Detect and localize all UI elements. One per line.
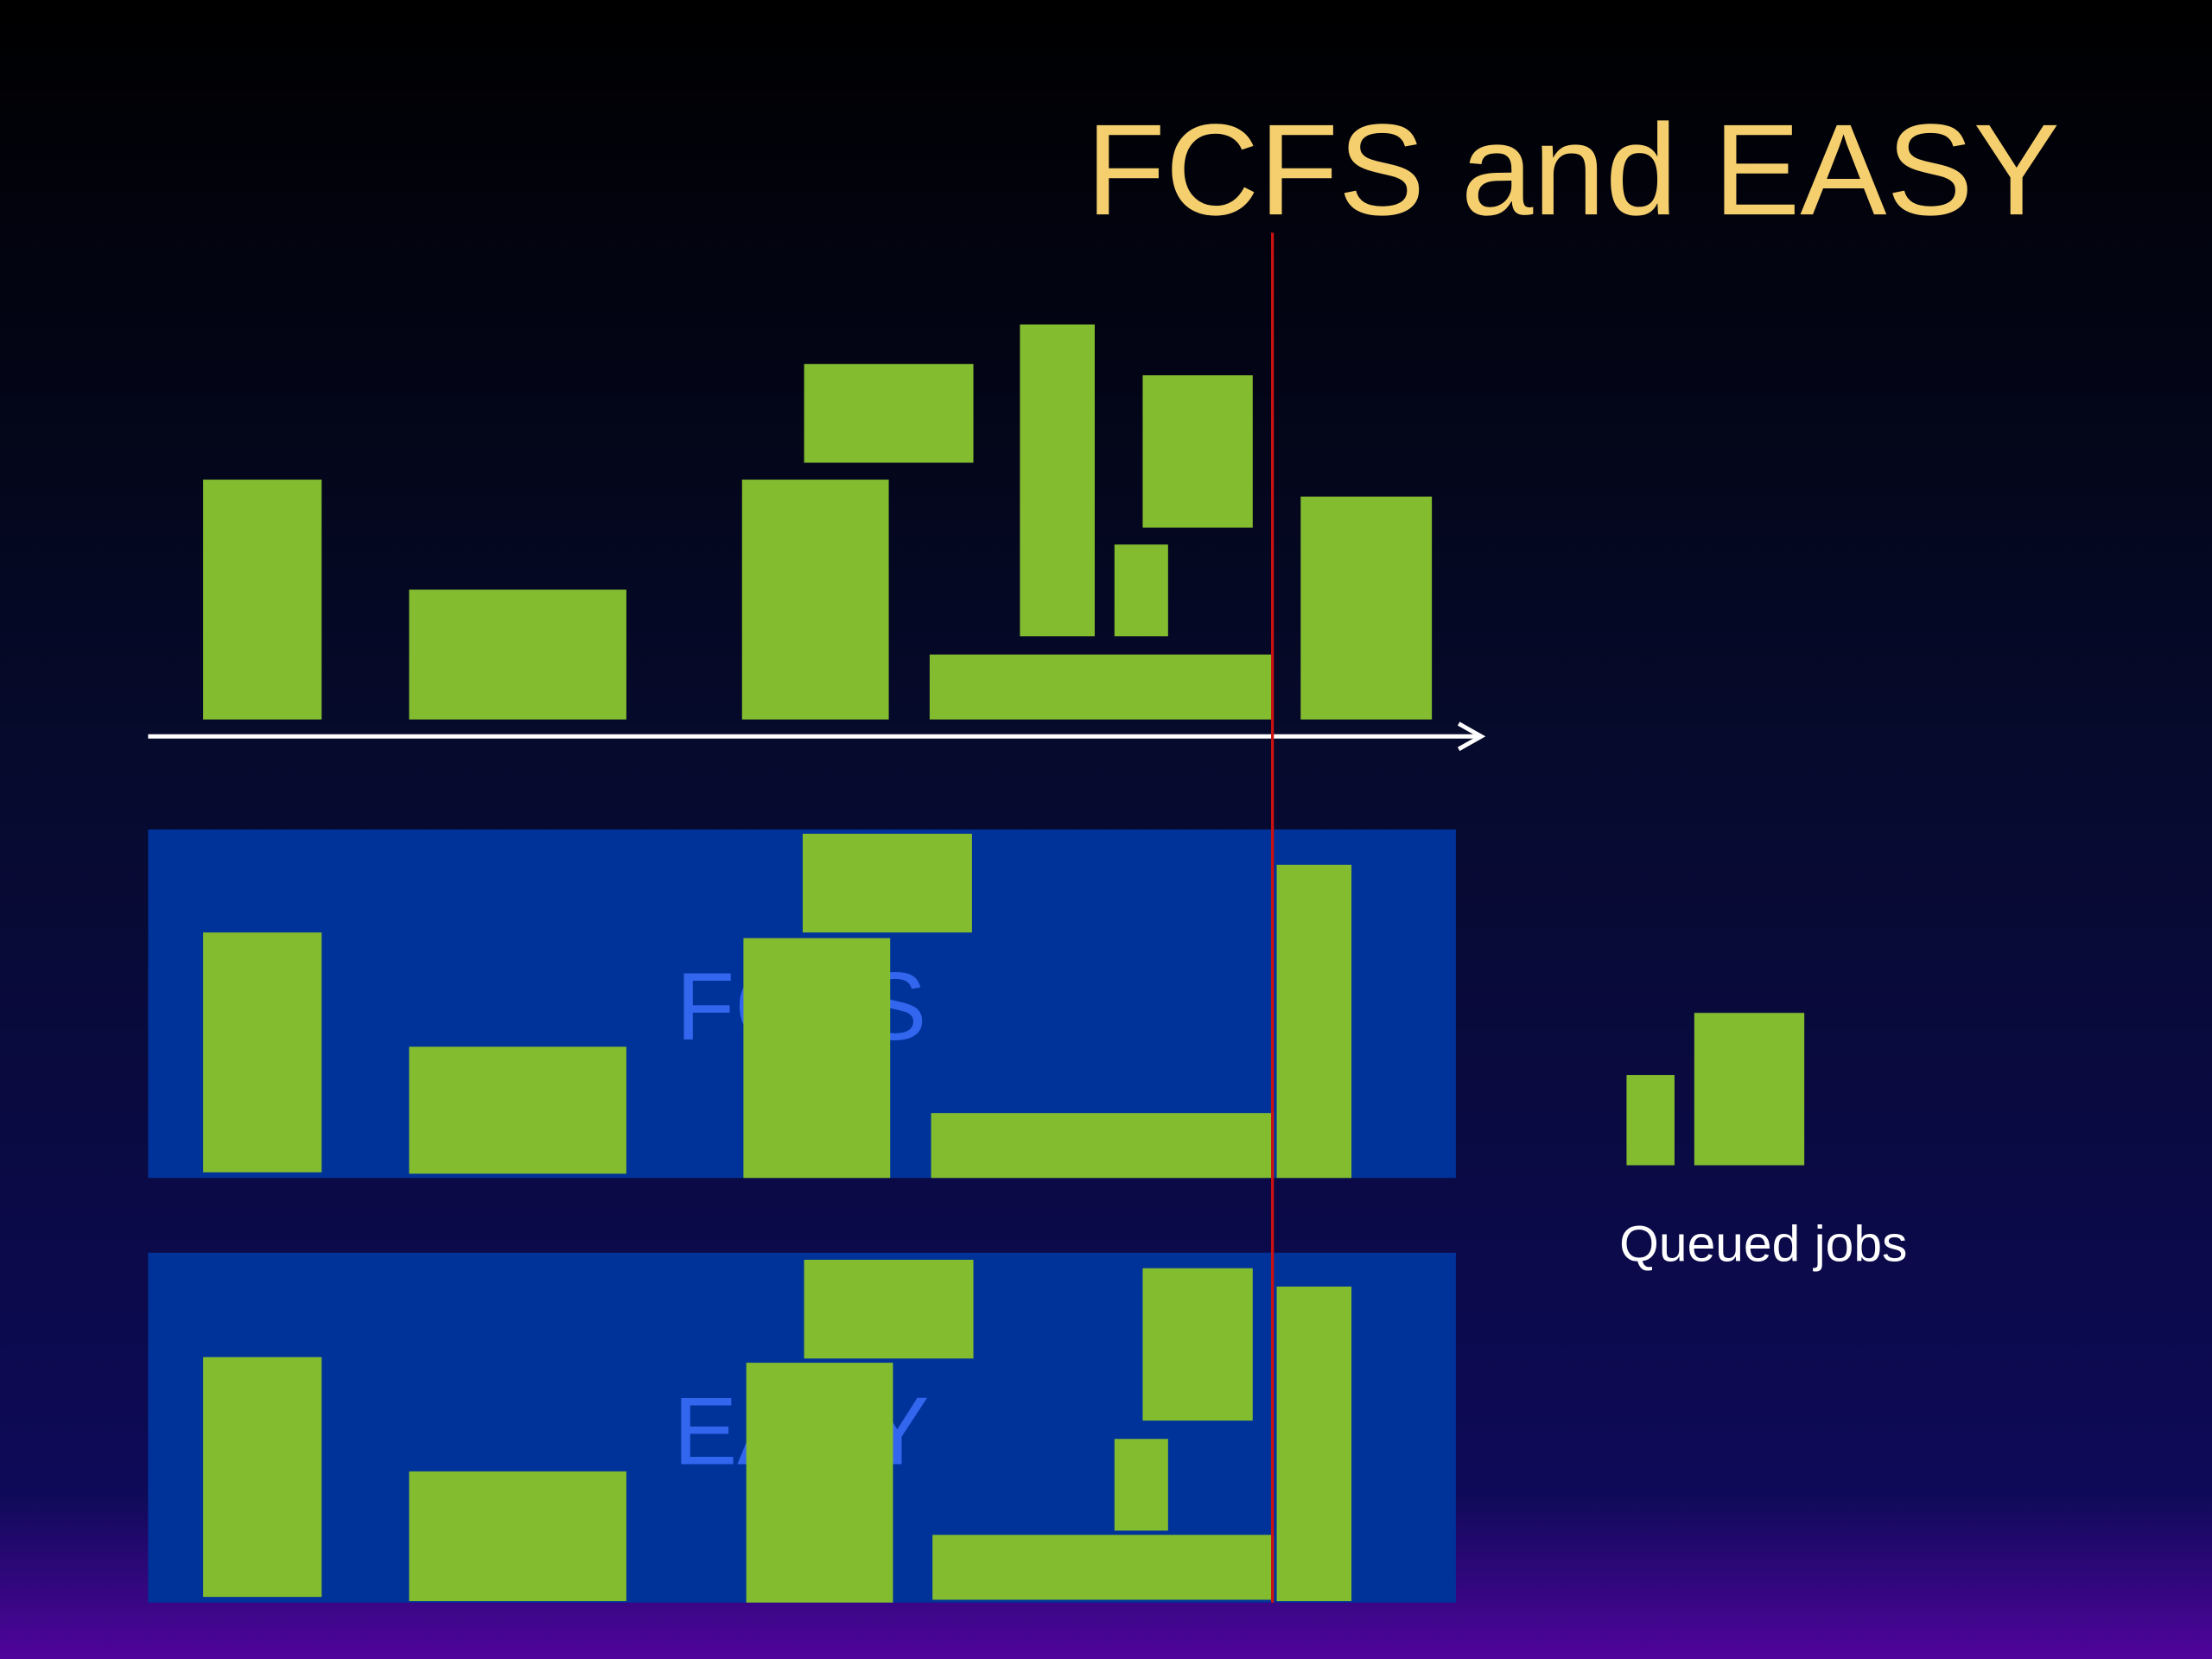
job (1020, 324, 1095, 637)
job (932, 1535, 1274, 1600)
fcfs-panel: FCFS (148, 830, 1456, 1179)
job (741, 480, 889, 720)
job (746, 1363, 893, 1603)
queue-label: Queued jobs (1619, 1217, 1907, 1273)
job (409, 589, 626, 720)
job (203, 932, 322, 1173)
job (409, 1471, 626, 1602)
job (804, 1259, 974, 1359)
job (929, 654, 1273, 720)
slide-title: FCFS and EASY (1086, 97, 2060, 242)
job (1142, 1268, 1253, 1421)
job (804, 364, 974, 463)
queue: Queued jobs (1619, 1013, 1907, 1273)
job (1300, 496, 1433, 720)
job (931, 1113, 1274, 1179)
job (409, 1046, 626, 1174)
job (1114, 1439, 1168, 1531)
job (1276, 864, 1352, 1179)
easy-panel: EASY (148, 1252, 1456, 1603)
queued-job (1626, 1075, 1675, 1166)
job (1142, 375, 1253, 528)
job (1276, 1286, 1352, 1602)
job (1114, 544, 1168, 637)
timeline (148, 324, 1486, 752)
axis-arrowhead (1457, 721, 1486, 752)
job (743, 938, 891, 1179)
job (203, 480, 322, 720)
job (203, 1357, 322, 1598)
queued-job (1694, 1013, 1805, 1166)
job (802, 833, 972, 933)
